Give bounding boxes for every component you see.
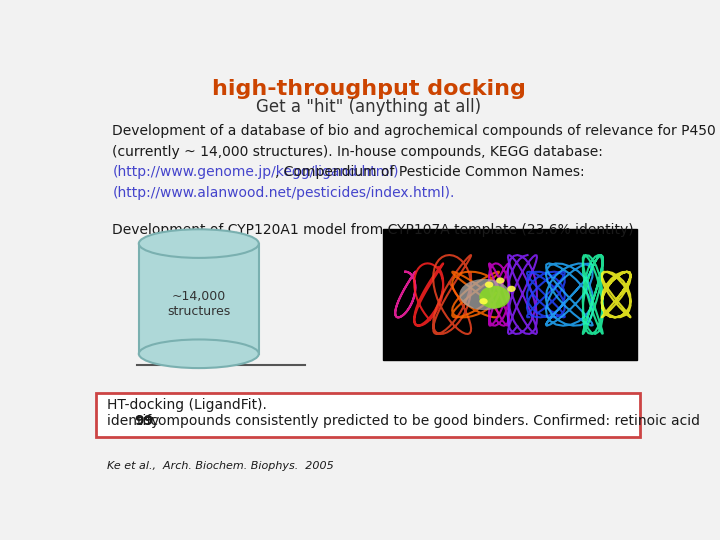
- Bar: [139, 244, 258, 354]
- Ellipse shape: [496, 278, 505, 284]
- Text: ~14,000
structures: ~14,000 structures: [167, 290, 230, 318]
- Text: (http://www.genome.jp/kegg/ligand.html): (http://www.genome.jp/kegg/ligand.html): [112, 165, 399, 179]
- Text: (http://www.alanwood.net/pesticides/index.html).: (http://www.alanwood.net/pesticides/inde…: [112, 186, 455, 200]
- Text: HT-docking (LigandFit).: HT-docking (LigandFit).: [107, 399, 266, 412]
- Text: 99: 99: [135, 414, 154, 428]
- Ellipse shape: [139, 230, 258, 258]
- Ellipse shape: [480, 298, 487, 305]
- Text: Ke et al.,  Arch. Biochem. Biophys.  2005: Ke et al., Arch. Biochem. Biophys. 2005: [107, 462, 333, 471]
- Ellipse shape: [139, 340, 258, 368]
- Bar: [383, 229, 636, 360]
- Ellipse shape: [459, 279, 510, 310]
- Text: Development of a database of bio and agrochemical compounds of relevance for P45: Development of a database of bio and agr…: [112, 124, 716, 138]
- Ellipse shape: [480, 286, 510, 308]
- Text: (currently ~ 14,000 structures). In-house compounds, KEGG database:: (currently ~ 14,000 structures). In-hous…: [112, 145, 603, 159]
- FancyBboxPatch shape: [96, 393, 639, 437]
- Text: , Compendium of Pesticide Common Names:: , Compendium of Pesticide Common Names:: [275, 165, 585, 179]
- Text: identify: identify: [107, 414, 163, 428]
- Text: Development of CYP120A1 model from CYP107A template (23.6% identity): Development of CYP120A1 model from CYP10…: [112, 223, 634, 237]
- Ellipse shape: [507, 286, 516, 292]
- Ellipse shape: [485, 281, 493, 288]
- Text: compounds consistently predicted to be good binders. Confirmed: retinoic acid: compounds consistently predicted to be g…: [145, 414, 700, 428]
- Text: high-throughput docking: high-throughput docking: [212, 79, 526, 99]
- Text: Get a "hit" (anything at all): Get a "hit" (anything at all): [256, 98, 482, 116]
